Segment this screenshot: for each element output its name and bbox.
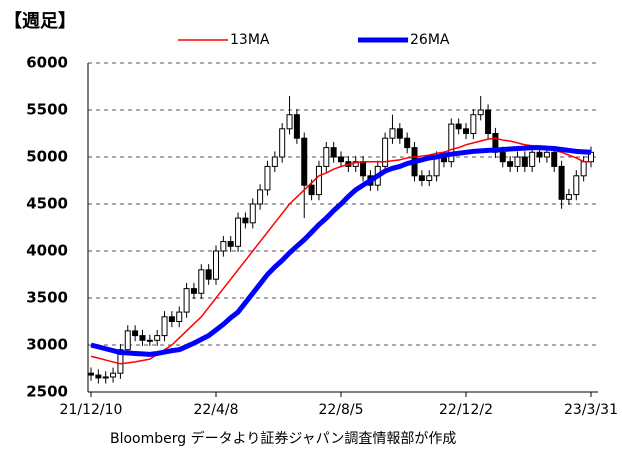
- candle-body: [213, 250, 219, 280]
- candle-body: [396, 128, 403, 139]
- candle-body: [198, 269, 205, 294]
- x-tick-label: 22/8/5: [318, 402, 363, 418]
- candle-body: [220, 241, 227, 252]
- candle-body: [183, 288, 190, 313]
- y-tick-label: 6000: [26, 54, 68, 72]
- candle-body: [293, 114, 300, 139]
- ma-line: [90, 145, 592, 357]
- candle-body: [315, 165, 322, 196]
- candle-body: [88, 372, 94, 376]
- candle-body: [190, 288, 197, 294]
- candle-body: [257, 189, 264, 205]
- candle-body: [242, 217, 249, 224]
- candle-body: [433, 156, 440, 177]
- x-tick-label: 21/12/10: [60, 402, 123, 418]
- candle-body: [507, 161, 514, 167]
- y-tick-label: 3000: [26, 336, 68, 354]
- candle-body: [448, 123, 455, 163]
- candle-body: [176, 311, 183, 323]
- candle-body: [565, 194, 572, 200]
- candle-body: [249, 203, 256, 224]
- candle-body: [102, 376, 109, 379]
- candle-body: [279, 128, 286, 158]
- candle-body: [463, 128, 469, 135]
- candle-body: [146, 339, 153, 342]
- candle-body: [286, 114, 293, 130]
- candle-body: [558, 165, 565, 200]
- candle-body: [551, 151, 558, 167]
- candle-body: [323, 147, 330, 167]
- legend-label: 26MA: [410, 32, 450, 48]
- ma-line: [90, 137, 591, 365]
- candle-body: [161, 316, 168, 337]
- candle-body: [455, 123, 462, 130]
- candle-body: [139, 335, 146, 341]
- candle-body: [477, 109, 484, 116]
- candle-body: [382, 137, 389, 167]
- x-tick-label: 22/12/2: [439, 402, 493, 418]
- candle-body: [154, 335, 161, 341]
- candle-body: [573, 175, 580, 196]
- candle-body: [264, 165, 271, 191]
- candle-body: [227, 241, 234, 247]
- candle-body: [205, 269, 212, 280]
- y-tick-label: 3500: [26, 289, 68, 307]
- candle-body: [110, 372, 117, 378]
- candle-body: [418, 175, 425, 182]
- y-tick-label: 2500: [26, 383, 68, 401]
- candle-body: [124, 330, 131, 351]
- candle-body: [235, 217, 242, 247]
- candle-body: [485, 109, 492, 134]
- candle-body: [426, 175, 433, 182]
- chart-title: 【週足】: [4, 11, 76, 32]
- y-tick-label: 4000: [26, 242, 68, 260]
- candle-body: [404, 137, 411, 149]
- legend-label: 13MA: [230, 32, 270, 48]
- candle-body: [330, 147, 337, 158]
- y-tick-label: 5000: [26, 148, 68, 166]
- candle-body: [168, 316, 175, 322]
- candle-body: [580, 161, 587, 177]
- candle-body: [521, 156, 528, 167]
- candle-body: [338, 156, 344, 163]
- candle-body: [117, 349, 124, 374]
- candle-body: [95, 374, 102, 379]
- candle-body: [301, 137, 308, 186]
- candle-body: [360, 161, 367, 177]
- candle-body: [514, 156, 521, 167]
- candle-body: [271, 156, 278, 167]
- candle-body: [536, 151, 543, 158]
- source-note: Bloomberg データより証券ジャパン調査情報部が作成: [110, 430, 456, 447]
- y-tick-label: 4500: [26, 195, 68, 213]
- candle-body: [543, 151, 550, 158]
- x-tick-label: 22/4/8: [193, 402, 238, 418]
- y-tick-label: 5500: [26, 101, 68, 119]
- candle-body: [499, 151, 506, 163]
- candle-body: [470, 114, 477, 134]
- candle-body: [308, 184, 315, 196]
- candle-body: [529, 151, 536, 167]
- x-tick-label: 23/3/31: [564, 402, 618, 418]
- candle-body: [132, 330, 139, 337]
- candle-body: [389, 128, 396, 139]
